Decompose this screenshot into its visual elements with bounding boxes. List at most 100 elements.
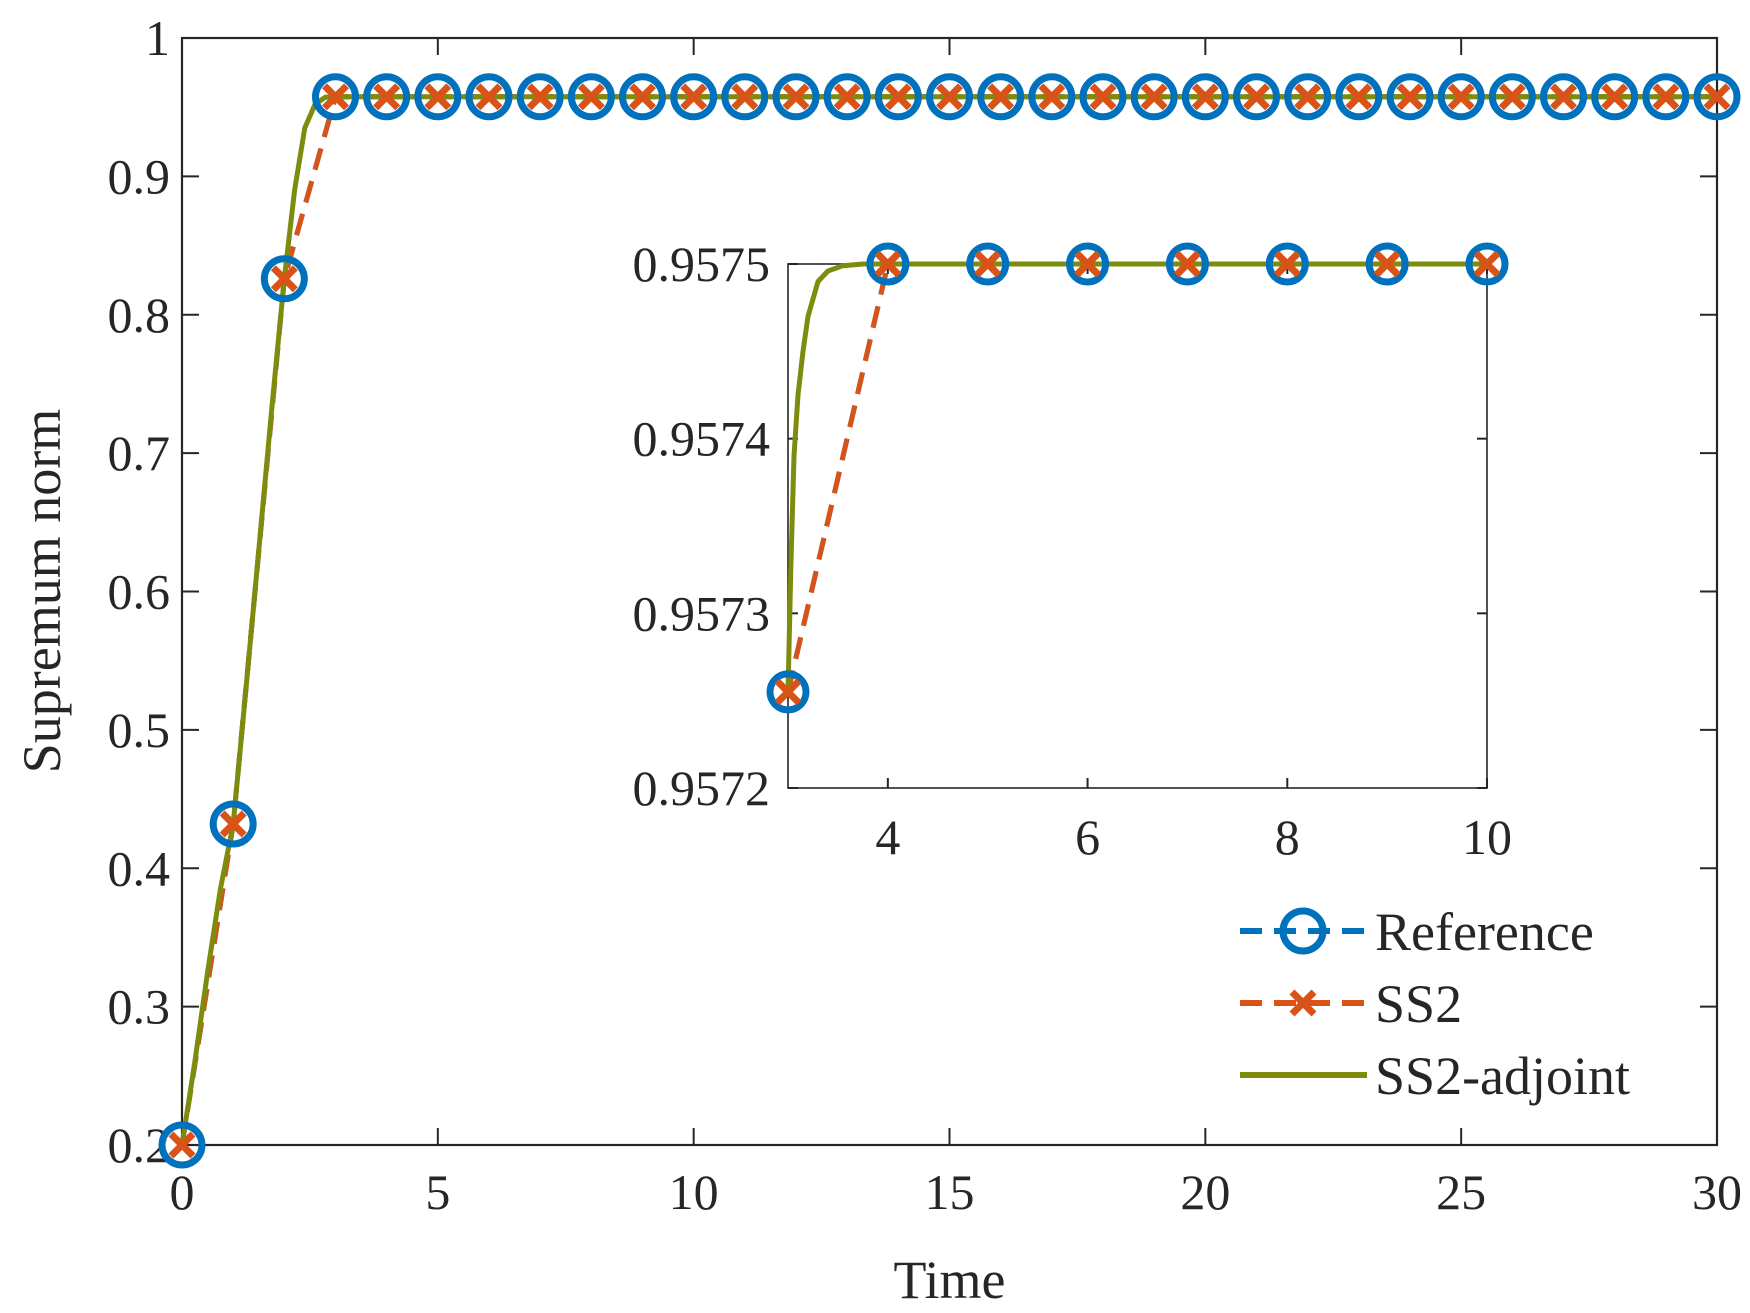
main-x-tick-label: 20 xyxy=(1180,1164,1230,1220)
main-marker-reference xyxy=(1284,73,1332,121)
main-marker-ss2 xyxy=(936,83,963,111)
inset-marker-ss2 xyxy=(1473,250,1501,278)
main-x-tick-label: 15 xyxy=(925,1164,975,1220)
main-marker-reference xyxy=(1233,73,1280,121)
main-y-tick-label: 1 xyxy=(145,10,170,66)
main-marker-ss2 xyxy=(782,83,810,111)
main-marker-ss2 xyxy=(168,1131,196,1159)
main-marker-reference xyxy=(670,73,718,121)
inset-marker-reference xyxy=(766,670,810,714)
main-x-tick-label: 5 xyxy=(425,1164,450,1220)
main-marker-reference xyxy=(209,800,257,848)
main-marker-reference xyxy=(1079,73,1127,121)
main-marker-ss2 xyxy=(1140,83,1168,111)
main-marker-reference xyxy=(1591,73,1639,121)
main-marker-ss2 xyxy=(731,83,759,111)
main-y-tick-label: 0.3 xyxy=(108,979,171,1035)
main-marker-reference xyxy=(1130,73,1178,121)
inset-marker-ss2 xyxy=(974,250,1002,278)
legend-entry-reference: Reference xyxy=(1240,902,1594,962)
main-marker-ss2 xyxy=(987,83,1015,111)
legend-entry-ss2: SS2 xyxy=(1240,974,1462,1034)
legend-entry-ss2-adjoint: SS2-adjoint xyxy=(1240,1046,1630,1106)
legend-label-ss2: SS2 xyxy=(1375,974,1462,1034)
main-marker-ss2 xyxy=(680,83,708,111)
inset-x-tick-label: 10 xyxy=(1462,809,1512,865)
main-x-tick-label: 30 xyxy=(1692,1164,1742,1220)
main-marker-ss2 xyxy=(1447,83,1475,111)
main-x-tick-label: 25 xyxy=(1436,1164,1486,1220)
main-marker-ss2 xyxy=(270,265,298,293)
main-marker-reference xyxy=(567,73,615,121)
main-marker-ss2 xyxy=(1498,83,1526,111)
main-marker-ss2 xyxy=(1089,83,1117,111)
main-marker-reference xyxy=(926,73,973,121)
main-marker-ss2 xyxy=(833,83,861,111)
inset-y-tick-label: 0.9573 xyxy=(633,585,771,641)
main-marker-reference xyxy=(1386,73,1434,121)
main-marker-reference xyxy=(363,73,411,121)
inset-series-layer xyxy=(766,242,1509,714)
main-marker-reference xyxy=(1437,73,1485,121)
main-x-tick-labels: 0 5 10 15 20 25 30 xyxy=(170,1164,1743,1220)
main-marker-reference xyxy=(260,255,308,303)
inset-marker-ss2 xyxy=(1373,250,1401,278)
main-marker-reference xyxy=(414,73,462,121)
main-y-tick-label: 0.6 xyxy=(108,564,171,620)
legend-marker-x xyxy=(1289,989,1317,1017)
main-marker-ss2 xyxy=(1601,83,1629,111)
main-series-layer xyxy=(158,73,1741,1169)
inset-x-tick-label: 8 xyxy=(1275,809,1300,865)
inset-y-tick-label: 0.9572 xyxy=(633,760,771,816)
legend: Reference SS2 SS2-adjoint xyxy=(1240,902,1630,1106)
inset-x-tick-label: 4 xyxy=(875,809,900,865)
main-marker-ss2 xyxy=(373,83,401,111)
main-marker-reference xyxy=(158,1121,206,1169)
inset-y-tick-labels: 0.9572 0.9573 0.9574 0.9575 xyxy=(633,236,771,816)
main-y-tick-labels: 0.20.30.40.50.60.70.80.91 xyxy=(108,10,171,1173)
main-marker-reference xyxy=(1642,73,1690,121)
inset-marker-ss2 xyxy=(1074,250,1102,278)
inset-marker-ss2 xyxy=(874,250,902,278)
main-marker-ss2 xyxy=(475,83,503,111)
main-marker-ss2 xyxy=(1652,83,1680,111)
inset-marker-reference xyxy=(1265,242,1309,286)
inset-x-tick-labels: 4 6 8 10 xyxy=(875,809,1512,865)
inset-y-tick-label: 0.9575 xyxy=(633,236,771,292)
main-marker-ss2 xyxy=(1703,83,1731,111)
main-y-tick-label: 0.8 xyxy=(108,287,171,343)
inset-marker-reference xyxy=(1365,242,1409,286)
main-marker-reference xyxy=(516,73,564,121)
main-marker-ss2 xyxy=(1550,83,1577,111)
inset-axes: 4 6 8 10 0.9572 0.9573 0.9574 0.9575 xyxy=(633,236,1513,865)
inset-marker-reference xyxy=(966,242,1010,286)
main-marker-ss2 xyxy=(577,83,605,111)
main-marker-reference xyxy=(1181,73,1229,121)
main-marker-reference xyxy=(977,73,1025,121)
main-y-tick-label: 0.7 xyxy=(108,425,171,481)
main-marker-reference xyxy=(619,73,666,121)
y-axis-title: Supremum norm xyxy=(12,409,72,773)
main-x-tick-label: 10 xyxy=(669,1164,719,1220)
x-axis-title: Time xyxy=(893,1250,1005,1310)
main-marker-reference xyxy=(312,73,359,121)
main-marker-ss2 xyxy=(424,83,452,111)
legend-label-ss2-adjoint: SS2-adjoint xyxy=(1375,1046,1630,1106)
main-marker-ss2 xyxy=(629,83,656,111)
main-marker-ss2 xyxy=(1243,83,1270,111)
main-marker-ss2 xyxy=(219,810,247,838)
inset-marker-reference xyxy=(1066,242,1110,286)
main-marker-ss2 xyxy=(884,83,912,111)
main-marker-ss2 xyxy=(526,83,554,111)
main-marker-ss2 xyxy=(1191,83,1219,111)
main-tick-marks xyxy=(181,37,1718,1146)
main-marker-reference xyxy=(1540,73,1587,121)
main-marker-reference xyxy=(823,73,871,121)
main-y-tick-label: 0.9 xyxy=(108,148,171,204)
main-marker-reference xyxy=(874,73,922,121)
inset-marker-reference xyxy=(1465,242,1509,286)
inset-marker-ss2 xyxy=(1173,250,1201,278)
inset-plot-area xyxy=(787,263,1488,789)
inset-marker-ss2 xyxy=(1273,250,1301,278)
inset-y-tick-label: 0.9574 xyxy=(633,411,771,467)
